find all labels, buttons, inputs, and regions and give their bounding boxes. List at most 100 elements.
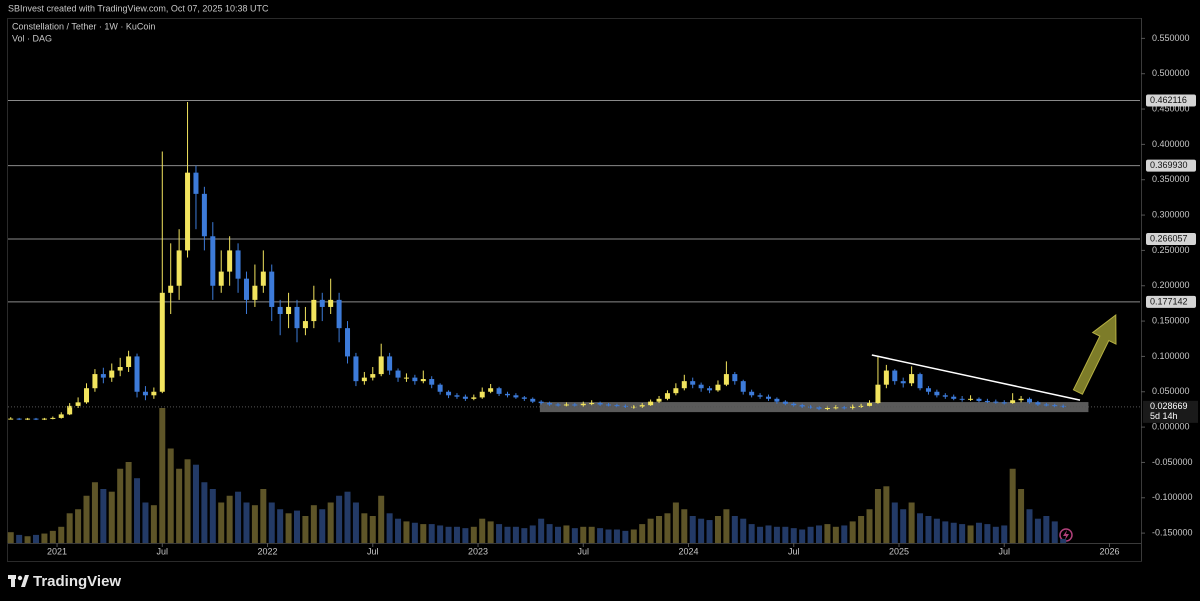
volume-bar [723,509,730,543]
volume-bar [24,536,31,543]
level-label-box [1146,233,1196,246]
level-label: 0.369930 [1150,160,1188,170]
y-tick-label: 0.150000 [1152,315,1190,325]
volume-bar [1026,509,1033,543]
candle-body [252,285,258,300]
candle-body [909,374,915,384]
volume-bar [176,468,183,543]
volume-bar [639,524,646,543]
logo-part [11,575,15,587]
volume-bar [16,534,23,543]
logo-part [21,575,29,587]
volume-bar [49,530,56,543]
candle-body [210,236,216,286]
volume-bar [378,495,385,543]
volume-bar [790,528,797,543]
brand-name: TradingView [33,573,121,590]
y-tick-label: -0.100000 [1152,492,1193,502]
y-tick-label: 0.300000 [1152,209,1190,219]
volume-bar [395,518,402,543]
candle-body [841,407,847,409]
candle-body [934,391,940,396]
candle-body [993,401,999,403]
volume-bar [504,526,511,543]
candle-body [648,401,654,406]
volume-bar [302,516,309,543]
x-tick-label: 2021 [47,546,67,556]
candle-body [681,381,687,389]
countdown-label: 5d 14h [1150,411,1178,421]
volume-bar [984,524,991,543]
candle-body [690,381,696,385]
volume-bar [858,516,865,543]
candle-body [412,377,418,382]
volume-bar [142,502,149,543]
y-tick-label: 0.250000 [1152,245,1190,255]
level-label: 0.177142 [1150,296,1188,306]
candle-body [900,381,906,384]
volume-bar [268,502,275,543]
candle-body [185,172,191,251]
volume-bar [1009,468,1016,543]
candle-body [117,367,123,371]
volume-bar [420,524,427,543]
volume-bar [184,459,191,543]
volume-bar [470,526,477,543]
candle-body [311,299,317,322]
volume-bar [453,526,460,543]
candle-body [370,374,376,378]
volume-bar [529,525,536,543]
volume-bar [32,534,39,543]
x-tick-label: 2026 [1099,546,1119,556]
volume-bar [555,526,562,543]
candle-body [614,405,620,407]
volume-bar [925,516,932,543]
volume-bar [613,529,620,543]
volume-bar [538,518,545,543]
volume-bar [866,509,873,543]
y-tick-label: 0.400000 [1152,139,1190,149]
candle-body [345,328,351,357]
candle-body [673,388,679,394]
x-tick-label: Jul [998,546,1010,556]
candle-body [454,395,460,397]
volume-bar [100,489,107,543]
candle-body [959,398,965,400]
candle-body [168,285,174,293]
candle-body [336,299,342,329]
candle-body [201,193,207,237]
volume-bar [83,495,90,543]
candle-body [109,370,115,378]
volume-bar [125,462,132,543]
volume-bar [773,526,780,543]
candle-body [791,403,797,406]
candle-body [597,403,603,405]
volume-bar [66,513,73,543]
candle-body [328,299,334,307]
candle-body [437,384,443,392]
candle-body [942,395,948,397]
volume-bar [437,525,444,543]
candle-body [883,370,889,385]
volume-bar [487,521,494,543]
candle-body [555,404,561,406]
volume-bar [681,509,688,543]
candle-body [75,402,81,406]
candle-body [892,370,898,382]
volume-bar [740,518,747,543]
volume-bar [782,526,789,543]
candle-body [521,397,527,399]
candle-body [134,356,140,392]
y-tick-label: 0.100000 [1152,351,1190,361]
alert-bolt[interactable] [1063,530,1069,540]
volume-bar [512,526,519,543]
level-label: 0.462116 [1150,95,1187,105]
level-label: 0.266057 [1150,233,1188,243]
volume-bar [908,502,915,543]
volume-bar [546,524,553,543]
candle-body [858,405,864,407]
volume-bar [117,468,124,543]
volume-bar [403,521,410,543]
volume-bar [900,509,907,543]
